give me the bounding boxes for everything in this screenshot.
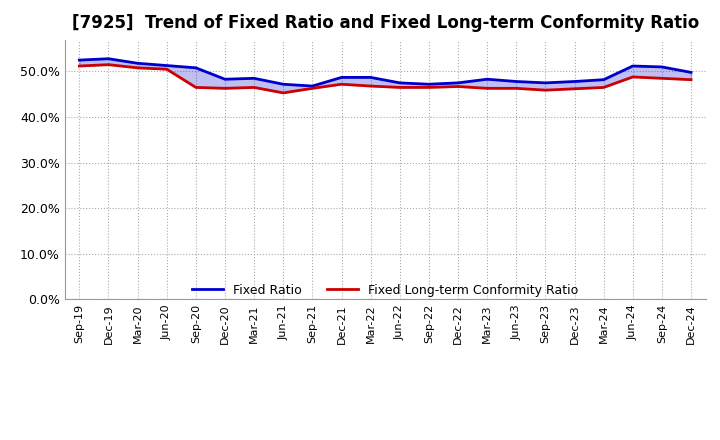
Fixed Long-term Conformity Ratio xyxy=(163,66,171,72)
Fixed Ratio xyxy=(104,56,113,61)
Fixed Long-term Conformity Ratio xyxy=(454,84,462,89)
Fixed Ratio xyxy=(192,65,200,70)
Fixed Ratio xyxy=(687,70,696,75)
Fixed Ratio xyxy=(657,64,666,70)
Fixed Ratio xyxy=(425,81,433,87)
Fixed Long-term Conformity Ratio xyxy=(425,85,433,90)
Fixed Long-term Conformity Ratio xyxy=(192,85,200,90)
Fixed Ratio xyxy=(483,77,492,82)
Fixed Ratio xyxy=(163,63,171,68)
Fixed Ratio xyxy=(220,77,229,82)
Line: Fixed Long-term Conformity Ratio: Fixed Long-term Conformity Ratio xyxy=(79,65,691,93)
Fixed Long-term Conformity Ratio xyxy=(395,85,404,90)
Fixed Long-term Conformity Ratio xyxy=(687,77,696,82)
Fixed Ratio xyxy=(133,61,142,66)
Title: [7925]  Trend of Fixed Ratio and Fixed Long-term Conformity Ratio: [7925] Trend of Fixed Ratio and Fixed Lo… xyxy=(71,15,699,33)
Fixed Long-term Conformity Ratio xyxy=(75,63,84,69)
Fixed Long-term Conformity Ratio xyxy=(104,62,113,67)
Fixed Ratio xyxy=(629,63,637,69)
Fixed Long-term Conformity Ratio xyxy=(541,88,550,93)
Fixed Long-term Conformity Ratio xyxy=(599,85,608,90)
Fixed Long-term Conformity Ratio xyxy=(220,86,229,91)
Fixed Ratio xyxy=(75,58,84,63)
Fixed Ratio xyxy=(366,75,375,80)
Fixed Ratio xyxy=(541,80,550,85)
Fixed Long-term Conformity Ratio xyxy=(337,81,346,87)
Line: Fixed Ratio: Fixed Ratio xyxy=(79,59,691,86)
Fixed Long-term Conformity Ratio xyxy=(570,86,579,92)
Legend: Fixed Ratio, Fixed Long-term Conformity Ratio: Fixed Ratio, Fixed Long-term Conformity … xyxy=(187,279,583,302)
Fixed Long-term Conformity Ratio xyxy=(629,74,637,80)
Fixed Long-term Conformity Ratio xyxy=(308,86,317,91)
Fixed Long-term Conformity Ratio xyxy=(279,90,287,95)
Fixed Ratio xyxy=(250,76,258,81)
Fixed Long-term Conformity Ratio xyxy=(366,84,375,89)
Fixed Ratio xyxy=(279,81,287,87)
Fixed Ratio xyxy=(512,79,521,84)
Fixed Ratio xyxy=(599,77,608,82)
Fixed Ratio xyxy=(395,80,404,85)
Fixed Long-term Conformity Ratio xyxy=(483,86,492,91)
Fixed Long-term Conformity Ratio xyxy=(250,85,258,90)
Fixed Ratio xyxy=(308,84,317,89)
Fixed Ratio xyxy=(337,75,346,80)
Fixed Long-term Conformity Ratio xyxy=(657,76,666,81)
Fixed Long-term Conformity Ratio xyxy=(133,65,142,70)
Fixed Ratio xyxy=(454,80,462,85)
Fixed Long-term Conformity Ratio xyxy=(512,86,521,91)
Fixed Ratio xyxy=(570,79,579,84)
